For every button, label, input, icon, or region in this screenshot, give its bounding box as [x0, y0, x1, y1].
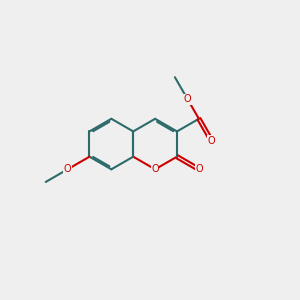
- Text: O: O: [151, 164, 159, 174]
- Text: O: O: [184, 94, 191, 104]
- Text: O: O: [208, 136, 215, 146]
- Text: O: O: [195, 164, 203, 174]
- Text: O: O: [64, 164, 71, 174]
